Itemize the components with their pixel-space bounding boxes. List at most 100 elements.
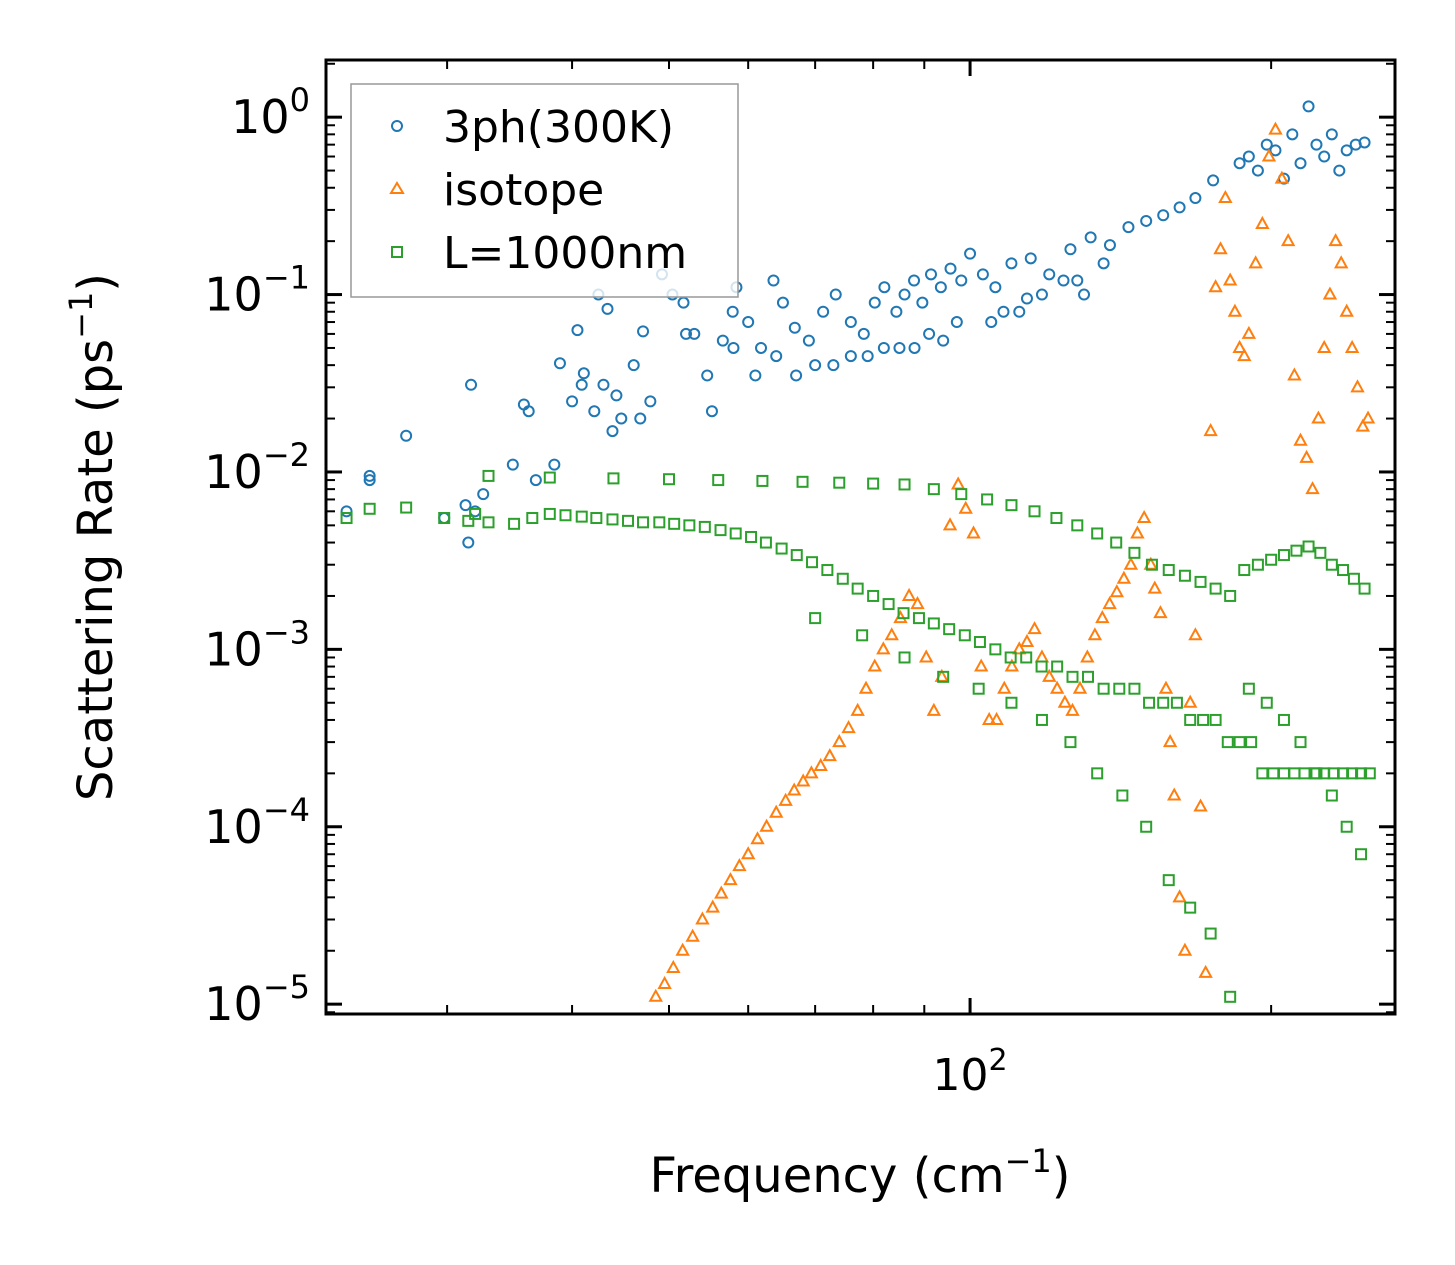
point-3ph xyxy=(726,305,739,318)
point-l1000nm xyxy=(1265,553,1278,566)
legend-marker-isotope xyxy=(389,181,405,194)
y-tick-exp: −3 xyxy=(263,613,310,651)
point-isotope xyxy=(740,846,756,860)
point-3ph xyxy=(1024,252,1037,265)
point-l1000nm xyxy=(958,629,971,642)
point-l1000nm xyxy=(1005,696,1018,709)
point-3ph xyxy=(529,474,542,487)
point-isotope xyxy=(901,587,917,601)
point-3ph xyxy=(1013,305,1026,318)
point-3ph xyxy=(997,305,1010,318)
y-tick-label: 10−5 xyxy=(204,968,310,1031)
point-isotope xyxy=(1198,964,1213,978)
point-isotope xyxy=(657,975,672,989)
point-isotope xyxy=(723,872,738,886)
point-3ph xyxy=(1005,257,1018,270)
point-l1000nm xyxy=(729,527,742,540)
point-3ph xyxy=(802,334,815,347)
point-isotope xyxy=(997,680,1012,694)
point-l1000nm xyxy=(1233,736,1246,749)
point-3ph xyxy=(937,334,950,347)
point-3ph xyxy=(878,281,891,294)
plot-frame xyxy=(324,58,1397,1016)
point-isotope xyxy=(876,641,891,655)
x-tick-label: 102 xyxy=(933,1043,1008,1101)
point-3ph xyxy=(588,405,601,418)
point-isotope xyxy=(1136,509,1152,524)
point-isotope xyxy=(750,831,765,845)
point-l1000nm xyxy=(1347,572,1360,585)
point-3ph xyxy=(790,369,803,382)
point-3ph xyxy=(506,458,519,471)
point-l1000nm xyxy=(668,517,681,530)
point-isotope xyxy=(1232,339,1247,353)
point-3ph xyxy=(1122,221,1135,234)
legend-box xyxy=(350,83,739,298)
point-l1000nm xyxy=(882,598,895,611)
point-l1000nm xyxy=(1091,527,1104,540)
point-l1000nm xyxy=(856,629,869,642)
point-3ph xyxy=(829,288,842,301)
point-l1000nm xyxy=(1082,670,1095,683)
point-3ph xyxy=(1325,128,1338,141)
point-l1000nm xyxy=(1145,558,1158,571)
point-l1000nm xyxy=(683,519,696,532)
point-isotope xyxy=(1227,303,1243,317)
point-isotope xyxy=(732,858,747,872)
point-isotope xyxy=(1188,627,1203,641)
point-3ph xyxy=(634,412,647,425)
point-l1000nm xyxy=(1035,713,1048,726)
point-isotope xyxy=(1203,423,1218,437)
point-isotope xyxy=(1255,215,1270,229)
point-3ph xyxy=(1097,257,1110,270)
point-isotope xyxy=(1019,633,1035,648)
point-l1000nm xyxy=(1028,505,1041,518)
point-l1000nm xyxy=(1209,713,1222,726)
point-isotope xyxy=(841,719,856,734)
point-l1000nm xyxy=(1224,589,1237,602)
point-3ph xyxy=(577,367,590,380)
point-l1000nm xyxy=(1238,564,1251,577)
point-3ph xyxy=(637,325,650,338)
point-l1000nm xyxy=(1020,651,1033,664)
point-3ph xyxy=(705,405,718,418)
point-l1000nm xyxy=(1178,569,1191,582)
point-l1000nm xyxy=(1197,713,1210,726)
point-isotope xyxy=(795,773,811,787)
series-1 xyxy=(648,121,1376,1002)
point-l1000nm xyxy=(1051,660,1064,673)
point-3ph xyxy=(610,389,623,402)
point-l1000nm xyxy=(1310,767,1323,780)
point-isotope xyxy=(705,899,720,913)
point-3ph xyxy=(459,499,472,512)
point-3ph xyxy=(340,505,353,518)
point-l1000nm xyxy=(526,512,539,525)
point-3ph xyxy=(1103,239,1116,252)
point-isotope xyxy=(1222,272,1238,286)
point-isotope xyxy=(1208,279,1223,293)
point-l1000nm xyxy=(559,509,572,522)
legend-label-isotope: isotope xyxy=(443,165,604,216)
point-isotope xyxy=(1167,787,1182,801)
point-isotope xyxy=(832,734,847,748)
point-3ph xyxy=(1269,144,1282,157)
point-isotope xyxy=(919,649,934,663)
point-l1000nm xyxy=(543,471,556,484)
point-3ph xyxy=(1157,209,1170,222)
point-l1000nm xyxy=(1242,682,1255,695)
point-3ph xyxy=(868,296,881,309)
point-l1000nm xyxy=(662,473,675,486)
point-3ph xyxy=(908,274,921,287)
point-isotope xyxy=(1241,325,1257,339)
point-isotope xyxy=(1317,339,1332,353)
point-3ph xyxy=(749,369,762,382)
point-isotope xyxy=(1311,410,1326,424)
point-3ph xyxy=(1035,288,1048,301)
y-tick-base: 10 xyxy=(231,90,290,144)
point-3ph xyxy=(1286,128,1299,141)
y-tick-label: 10−1 xyxy=(204,259,310,322)
point-l1000nm xyxy=(1050,512,1063,525)
point-3ph xyxy=(1294,157,1307,170)
point-isotope xyxy=(759,818,774,832)
